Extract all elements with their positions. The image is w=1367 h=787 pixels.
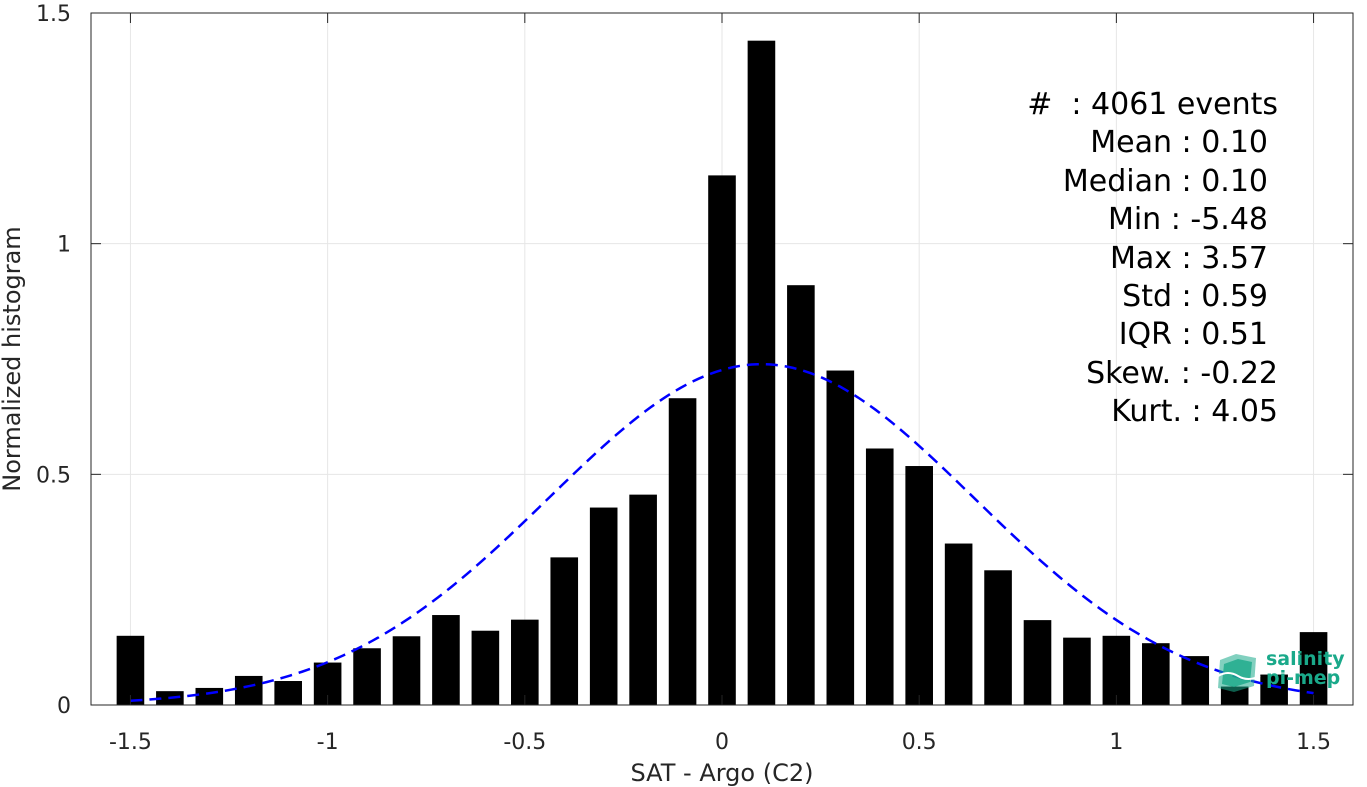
histogram-bar <box>787 285 815 705</box>
histogram-bar <box>944 543 973 705</box>
x-tick-label: -1 <box>317 730 339 755</box>
histogram-bar <box>629 494 657 705</box>
y-tick-label: 0 <box>57 694 71 719</box>
x-tick-label: 0 <box>715 730 729 755</box>
x-tick-label: -1.5 <box>109 730 152 755</box>
y-tick-label: 0.5 <box>36 463 71 488</box>
x-tick-label: 1.5 <box>1296 730 1331 755</box>
logo-line1: salinity <box>1266 648 1345 670</box>
logo-text: salinity pi-mep <box>1266 650 1345 688</box>
stat-min: Min : -5.48 <box>1107 202 1268 238</box>
histogram-bar <box>865 448 894 705</box>
histogram-bars <box>116 40 1328 706</box>
histogram-bar <box>826 370 855 705</box>
histogram-bar <box>392 636 421 705</box>
histogram-bar <box>195 687 224 705</box>
histogram-bar <box>1063 637 1091 705</box>
histogram-bar <box>353 648 381 705</box>
histogram-bar <box>1102 635 1131 705</box>
stat-skew: Skew. : -0.22 <box>1086 355 1278 391</box>
histogram-bar <box>747 40 776 706</box>
histogram-bar <box>905 466 933 705</box>
stat-median: Median : 0.10 <box>1062 163 1268 199</box>
y-axis-label: Normalized histogram <box>0 226 26 491</box>
histogram-bar <box>471 630 500 705</box>
histogram-bar <box>432 615 460 705</box>
histogram-bar <box>1220 686 1249 705</box>
histogram-bar <box>1023 620 1052 705</box>
histogram-bar <box>668 398 697 705</box>
histogram-bar <box>1142 643 1170 705</box>
y-tick-label: 1.5 <box>36 2 71 27</box>
x-axis-label: SAT - Argo (C2) <box>631 759 814 787</box>
x-tick-label: -0.5 <box>503 730 546 755</box>
x-tick-labels: -1.5 -1 -0.5 0 0.5 1 1.5 <box>109 730 1331 755</box>
statistics-annotation: # : 4061 events Mean : 0.10 Median : 0.1… <box>960 86 1278 432</box>
histogram-bar <box>234 675 263 705</box>
stat-std: Std : 0.59 <box>1122 279 1268 315</box>
salinity-pi-mep-logo: salinity pi-mep <box>1216 646 1346 694</box>
histogram-bar <box>511 619 539 705</box>
stat-iqr: IQR : 0.51 <box>1118 317 1268 353</box>
logo-wave-icon <box>1217 654 1261 692</box>
histogram-bar <box>1260 674 1288 705</box>
x-tick-label: 0.5 <box>902 730 937 755</box>
stat-mean: Mean : 0.10 <box>1090 125 1268 161</box>
stat-kurt: Kurt. : 4.05 <box>1111 394 1278 430</box>
gaussian-fit-curve <box>130 362 1314 703</box>
x-tick-label: 1 <box>1109 730 1123 755</box>
histogram-bar <box>550 557 579 705</box>
y-tick-labels: 0 0.5 1 1.5 <box>36 2 71 719</box>
logo-line2: pi-mep <box>1266 667 1341 689</box>
stat-events: # : 4061 events <box>1027 87 1278 122</box>
histogram-bar <box>274 681 302 705</box>
histogram-bar <box>708 175 736 705</box>
histogram-bar <box>589 507 618 705</box>
histogram-bar <box>1181 656 1210 705</box>
stat-max: Max : 3.57 <box>1110 240 1268 276</box>
axis-ticks <box>91 12 1353 706</box>
histogram-bar <box>116 635 145 705</box>
y-tick-label: 1 <box>57 233 71 258</box>
histogram-bar <box>984 570 1012 705</box>
